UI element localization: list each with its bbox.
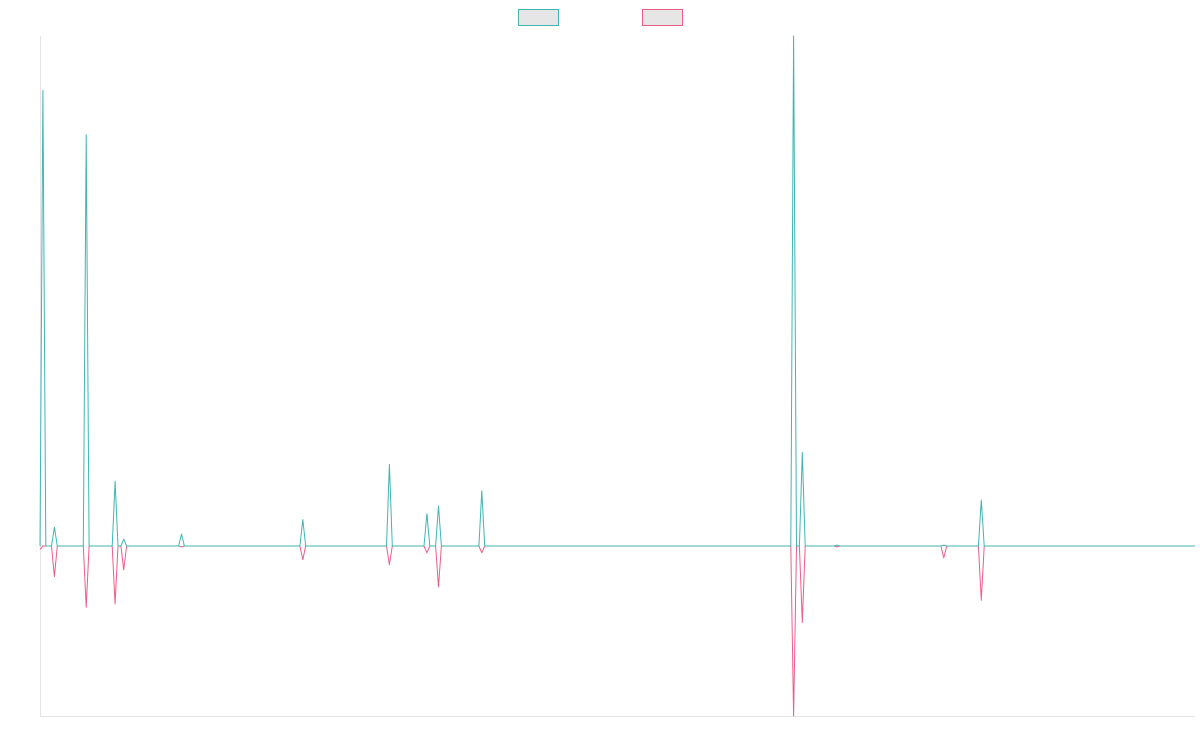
series-2-line	[39, 545, 1195, 717]
legend-swatch-series-1[interactable]	[518, 9, 559, 26]
chart-axes	[40, 36, 1195, 717]
series-1-line	[39, 35, 1195, 547]
plot-area	[39, 35, 1195, 717]
chart-legend[interactable]	[518, 9, 683, 26]
legend-swatch-series-2[interactable]	[642, 9, 683, 26]
